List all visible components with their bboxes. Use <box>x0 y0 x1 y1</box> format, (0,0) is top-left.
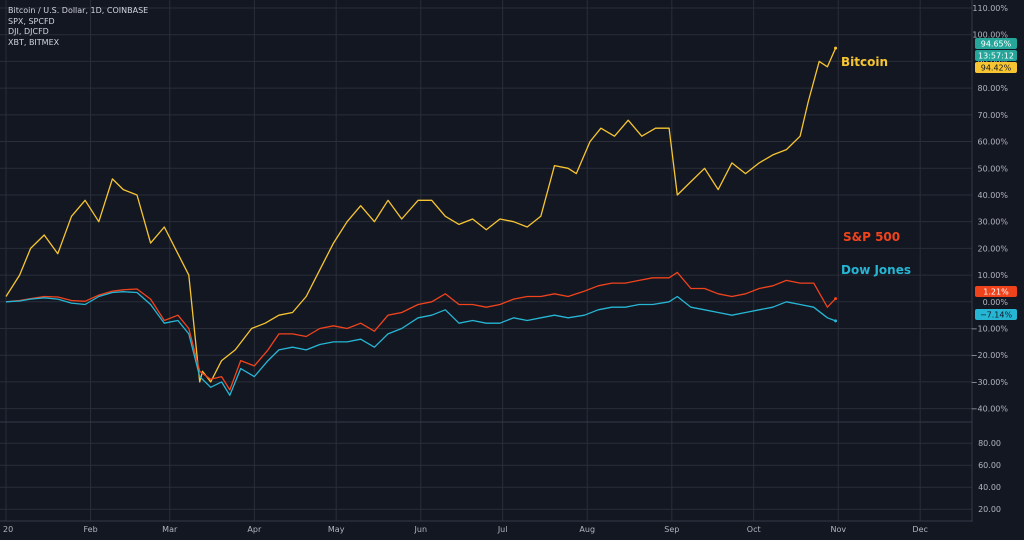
y-tick-label: 100.00% <box>972 31 1008 40</box>
lower-y-tick-label: 40.00 <box>978 483 1001 492</box>
y-tick-label: 70.00% <box>977 111 1008 120</box>
xbt-price-badge: 94.42% <box>975 62 1017 73</box>
chart-legend[interactable]: Bitcoin / U.S. Dollar, 1D, COINBASE SPX,… <box>8 6 148 48</box>
x-tick-label: Oct <box>747 525 761 534</box>
x-tick-label: Apr <box>247 525 262 534</box>
dji-price-badge: −7.14% <box>975 309 1017 320</box>
series-line-dow-jones[interactable] <box>5 291 836 396</box>
price-axis[interactable]: 110.00% 100.00% 90.00% 80.00% 70.00% 60.00% 50… <box>971 4 1009 414</box>
y-tick-label: 60.00% <box>977 138 1008 147</box>
spx-price-badge: 1.21% <box>975 286 1017 297</box>
x-tick-label: Mar <box>162 525 178 534</box>
x-tick-label: 20 <box>3 525 13 534</box>
time-axis[interactable]: 20 Feb Mar Apr May Jun Jul Aug Sep Oct Nov Dec <box>3 525 928 534</box>
x-tick-label: Jun <box>414 525 428 534</box>
bitcoin-pct-text: 94.65% <box>981 40 1012 49</box>
y-tick-label: −10.00% <box>971 325 1009 334</box>
lower-y-tick-label: 20.00 <box>978 505 1001 514</box>
dji-pct-text: −7.14% <box>980 311 1013 320</box>
y-tick-label: −30.00% <box>971 378 1009 387</box>
series-last-point-dow-jones <box>834 319 838 323</box>
countdown-text: 13:57:12 <box>978 52 1014 61</box>
spx-series-label: S&P 500 <box>843 230 900 244</box>
y-tick-label: −20.00% <box>971 351 1009 360</box>
y-tick-label: 80.00% <box>977 84 1008 93</box>
series-line-s-p-500[interactable] <box>5 271 837 391</box>
legend-item-bitcoin[interactable]: Bitcoin / U.S. Dollar, 1D, COINBASE <box>8 6 149 15</box>
x-tick-label: Feb <box>84 525 98 534</box>
x-tick-label: May <box>328 525 345 534</box>
legend-item-dji[interactable]: DJI, DJCFD <box>8 27 49 36</box>
grid-lines <box>0 0 972 521</box>
x-tick-label: Jul <box>497 525 508 534</box>
legend-item-xbt[interactable]: XBT, BITMEX <box>8 37 60 47</box>
bitcoin-series-label: Bitcoin <box>841 55 888 69</box>
series-line-bitcoin[interactable] <box>5 47 837 383</box>
bitcoin-price-badge: 94.65% <box>975 38 1017 49</box>
series-last-point-bitcoin <box>834 46 838 50</box>
y-tick-label: 10.00% <box>977 271 1008 280</box>
lower-y-tick-label: 80.00 <box>978 439 1001 448</box>
lower-y-tick-label: 60.00 <box>978 461 1001 470</box>
y-tick-label: 0.00% <box>983 298 1009 307</box>
series-last-point-s-p-500 <box>834 297 838 301</box>
lower-pane-axis[interactable]: 80.00 60.00 40.00 20.00 <box>978 439 1001 514</box>
y-tick-label: 110.00% <box>972 4 1008 13</box>
y-tick-label: 50.00% <box>977 164 1008 173</box>
xbt-pct-text: 94.42% <box>981 64 1012 73</box>
x-tick-label: Sep <box>664 525 679 534</box>
y-tick-label: 30.00% <box>977 218 1008 227</box>
x-tick-label: Nov <box>830 525 846 534</box>
spx-pct-text: 1.21% <box>983 288 1009 297</box>
y-tick-label: 40.00% <box>977 191 1008 200</box>
y-tick-label: −40.00% <box>971 405 1009 414</box>
x-tick-label: Aug <box>579 525 595 534</box>
countdown-badge: 13:57:12 <box>975 50 1017 61</box>
x-tick-label: Dec <box>912 525 927 534</box>
dji-series-label: Dow Jones <box>841 263 911 277</box>
series-lines <box>5 46 838 396</box>
y-tick-label: 20.00% <box>977 244 1008 253</box>
y-tick-label: 90.00% <box>977 57 1008 66</box>
legend-item-spx[interactable]: SPX, SPCFD <box>8 16 55 26</box>
